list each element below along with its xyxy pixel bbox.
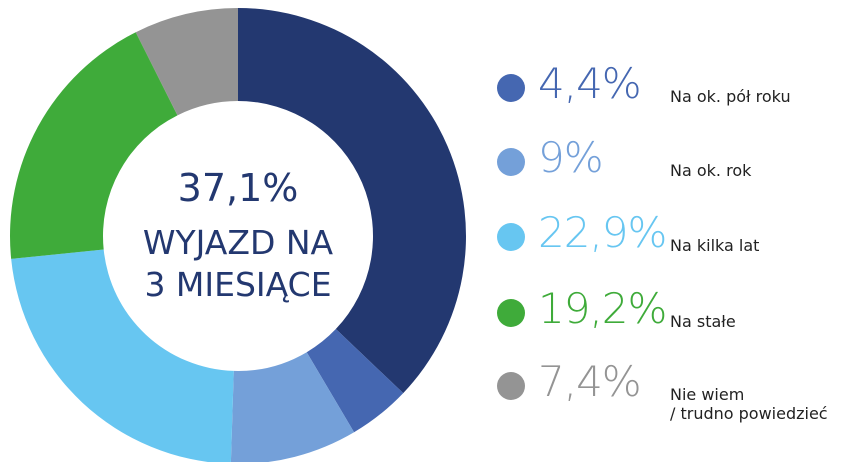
legend-dot <box>497 372 525 400</box>
center-label: WYJAZD NA 3 MIESIĄCE <box>142 223 334 304</box>
legend-label: Na kilka lat <box>670 236 760 255</box>
legend-label: Na ok. pół roku <box>670 87 791 106</box>
donut-segment <box>238 8 467 394</box>
donut-segment <box>306 329 404 433</box>
legend-label: Nie wiem / trudno powiedzieć <box>670 385 828 423</box>
center-value: 37,1% <box>177 166 299 210</box>
legend-dot <box>497 223 525 251</box>
legend-value: 22,9% <box>538 208 667 257</box>
legend-value: 9% <box>538 133 604 182</box>
donut-segment <box>230 352 355 462</box>
donut-segment <box>11 249 234 462</box>
legend-value: 4,4% <box>538 59 642 108</box>
legend-dot <box>497 148 525 176</box>
donut-segment <box>135 7 238 116</box>
legend-label: Na stałe <box>670 312 736 331</box>
legend-dot <box>497 74 525 102</box>
legend-value: 19,2% <box>538 284 667 333</box>
legend-dot <box>497 299 525 327</box>
legend-label: Na ok. rok <box>670 161 752 180</box>
donut-segment <box>10 32 178 259</box>
legend-value: 7,4% <box>538 357 642 406</box>
